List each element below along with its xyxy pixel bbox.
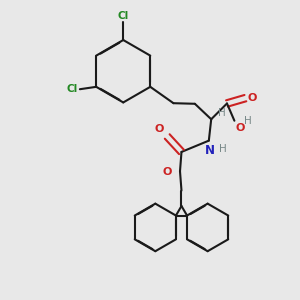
Text: H: H (218, 108, 226, 118)
Text: Cl: Cl (66, 84, 77, 94)
Text: H: H (244, 116, 252, 126)
Text: O: O (248, 92, 257, 103)
Text: O: O (236, 123, 245, 133)
Text: N: N (205, 144, 215, 157)
Text: O: O (162, 167, 172, 177)
Text: Cl: Cl (118, 11, 129, 21)
Text: H: H (219, 144, 227, 154)
Text: O: O (155, 124, 164, 134)
